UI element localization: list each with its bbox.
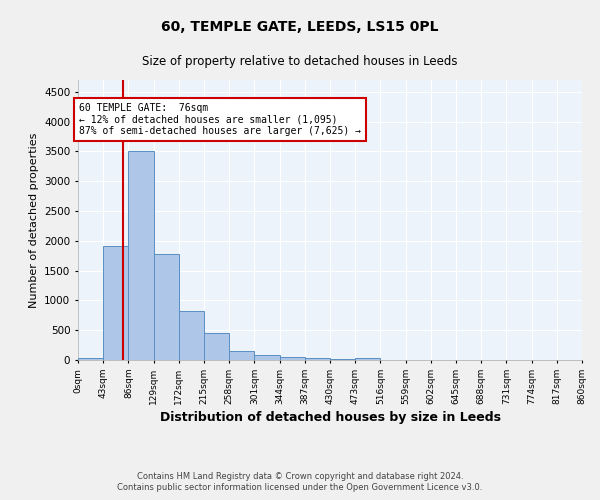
Bar <box>305 358 330 360</box>
Bar <box>254 354 280 360</box>
Bar <box>154 254 179 360</box>
Text: 60, TEMPLE GATE, LEEDS, LS15 0PL: 60, TEMPLE GATE, LEEDS, LS15 0PL <box>161 20 439 34</box>
Bar <box>330 358 355 360</box>
Bar <box>280 357 305 360</box>
Bar <box>179 311 204 360</box>
Bar <box>128 152 154 360</box>
Bar <box>78 358 103 360</box>
Text: Size of property relative to detached houses in Leeds: Size of property relative to detached ho… <box>142 55 458 68</box>
Bar <box>204 333 229 360</box>
X-axis label: Distribution of detached houses by size in Leeds: Distribution of detached houses by size … <box>160 411 500 424</box>
Bar <box>355 358 380 360</box>
Bar <box>229 351 254 360</box>
Text: 60 TEMPLE GATE:  76sqm
← 12% of detached houses are smaller (1,095)
87% of semi-: 60 TEMPLE GATE: 76sqm ← 12% of detached … <box>79 102 361 136</box>
Bar <box>103 246 128 360</box>
Text: Contains HM Land Registry data © Crown copyright and database right 2024.: Contains HM Land Registry data © Crown c… <box>137 472 463 481</box>
Y-axis label: Number of detached properties: Number of detached properties <box>29 132 38 308</box>
Text: Contains public sector information licensed under the Open Government Licence v3: Contains public sector information licen… <box>118 484 482 492</box>
